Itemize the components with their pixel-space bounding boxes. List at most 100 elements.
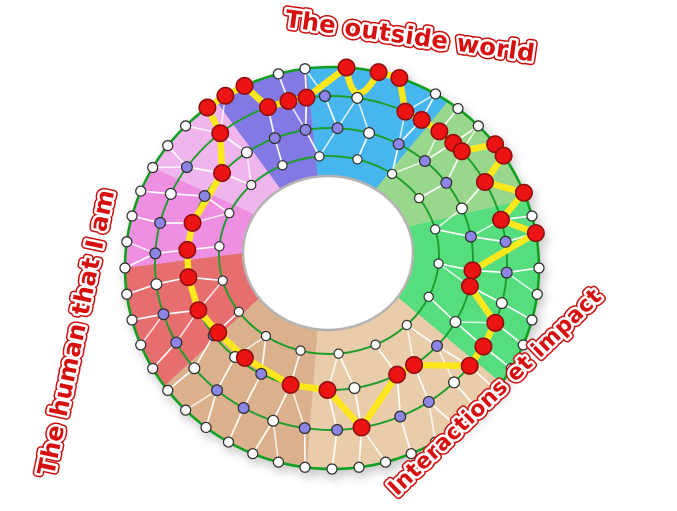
node-white: [267, 414, 280, 427]
node-purple: [499, 235, 512, 248]
node-red: [388, 365, 407, 384]
node-white: [272, 68, 285, 80]
node-white: [314, 151, 325, 162]
hole-ellipse: [241, 174, 415, 332]
mesh-line: [272, 420, 280, 463]
mesh-line: [506, 271, 538, 295]
node-white: [370, 339, 381, 350]
node-red: [486, 313, 505, 332]
node-purple: [255, 367, 268, 380]
node-white: [240, 146, 253, 159]
node-white: [413, 193, 425, 204]
node-white: [423, 291, 434, 303]
node-purple: [392, 138, 405, 151]
node-white: [188, 362, 201, 375]
node-white: [455, 202, 468, 215]
node-white: [505, 362, 517, 375]
node-white: [490, 384, 502, 396]
node-white: [126, 314, 138, 326]
mesh-line: [428, 296, 456, 323]
mesh-line: [185, 389, 218, 411]
node-purple: [237, 401, 250, 414]
sector-light-green: [375, 101, 527, 227]
node-red: [474, 337, 493, 356]
mesh-line: [242, 373, 263, 409]
node-purple: [299, 123, 312, 136]
node-red: [235, 348, 254, 367]
node-purple: [500, 266, 513, 279]
node-red: [281, 375, 300, 394]
node-red: [216, 86, 235, 105]
label-outside-world-text: The outside world: [283, 5, 536, 68]
node-purple: [331, 423, 344, 436]
node-red: [297, 88, 316, 107]
node-white: [247, 448, 259, 460]
node-red: [209, 323, 228, 342]
node-white: [472, 404, 484, 416]
mesh-line: [428, 401, 437, 443]
node-purple: [157, 308, 170, 321]
mesh-line: [193, 334, 215, 369]
node-white: [180, 120, 192, 132]
sector-blue: [306, 67, 448, 190]
node-red: [405, 355, 424, 374]
label-human-text: The human that I am: [32, 187, 120, 478]
node-purple: [418, 155, 431, 168]
node-white: [401, 319, 412, 331]
node-white: [277, 160, 288, 171]
node-purple: [394, 410, 407, 423]
mesh-line: [435, 228, 472, 238]
node-red: [412, 110, 431, 129]
node-purple: [170, 336, 183, 349]
mesh-line: [252, 420, 274, 455]
sector-dark-tan: [164, 298, 318, 468]
node-purple: [154, 216, 167, 229]
node-red: [213, 164, 232, 183]
node-red: [460, 356, 479, 375]
node-purple: [149, 247, 162, 260]
node-red: [178, 240, 197, 259]
node-red: [494, 146, 513, 165]
node-white: [214, 241, 225, 252]
node-white: [526, 210, 538, 222]
node-red: [352, 418, 371, 437]
node-red: [460, 277, 479, 296]
node-red: [514, 183, 533, 202]
node-red: [526, 224, 545, 243]
node-red: [318, 380, 337, 399]
node-white: [448, 376, 461, 389]
node-red: [369, 63, 388, 82]
ring-line: [154, 95, 508, 431]
node-white: [429, 436, 442, 448]
node-purple: [198, 190, 211, 203]
node-white: [352, 154, 363, 165]
node-red: [211, 124, 230, 143]
node-white: [121, 236, 133, 248]
node-white: [147, 362, 159, 375]
node-white: [150, 278, 163, 291]
node-white: [295, 345, 306, 356]
node-white: [233, 306, 245, 317]
node-white: [405, 448, 417, 460]
label-outside-world: The outside world The outside world The …: [279, 1, 540, 72]
node-white: [260, 330, 272, 342]
node-white: [449, 315, 462, 328]
node-purple: [211, 384, 224, 397]
node-white: [217, 275, 228, 286]
donut-group: [119, 58, 545, 475]
mesh-line: [337, 353, 356, 389]
node-purple: [318, 90, 331, 103]
ring-line: [218, 155, 440, 355]
donut-hole: [241, 174, 415, 332]
node-white: [433, 258, 444, 269]
node-red: [396, 102, 415, 121]
node-white: [526, 314, 538, 326]
node-purple: [464, 230, 477, 243]
node-white: [246, 179, 257, 191]
node-red: [235, 76, 254, 95]
node-white: [452, 102, 464, 115]
node-purple: [298, 422, 311, 435]
mesh-line: [336, 97, 358, 129]
node-red: [183, 213, 202, 232]
